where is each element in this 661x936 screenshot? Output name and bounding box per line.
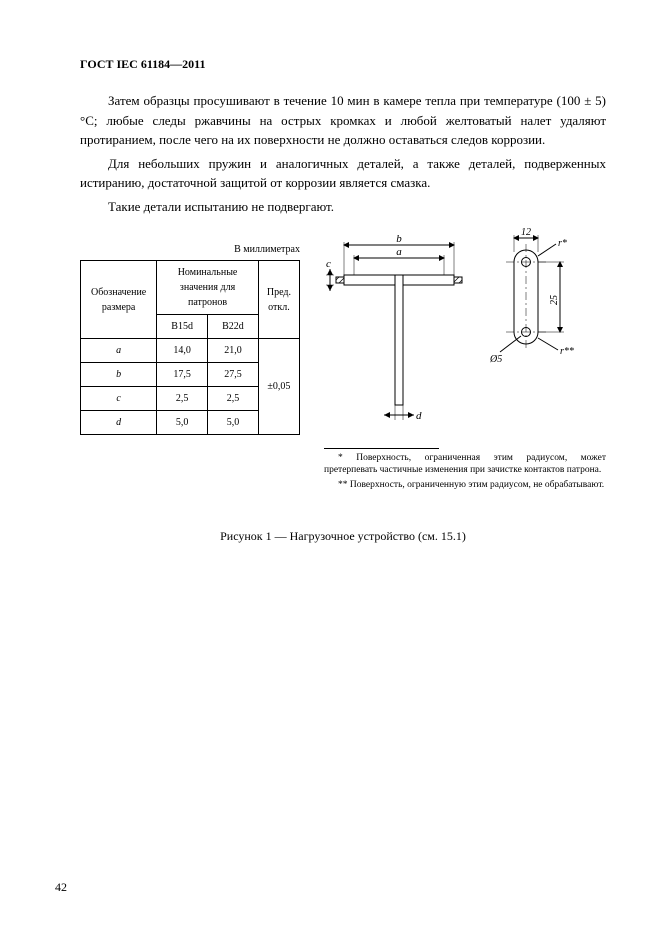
cell-value: 2,5 xyxy=(208,387,259,411)
dim-label-d: d xyxy=(416,410,422,422)
paragraph-1: Затем образцы просушивают в течение 10 м… xyxy=(80,91,606,150)
dim-label-c: c xyxy=(326,258,331,270)
th-b22d: B22d xyxy=(208,315,259,339)
figure-row: В миллиметрах Обозначение размера Номина… xyxy=(80,220,606,493)
cell-value: 5,0 xyxy=(157,411,208,435)
diagram-side-view: 12 25 Ø5 r* r** xyxy=(489,227,574,365)
cell-value: 5,0 xyxy=(208,411,259,435)
cell-label: b xyxy=(81,363,157,387)
th-tolerance: Пред. откл. xyxy=(258,261,299,339)
units-caption: В миллиметрах xyxy=(80,242,300,257)
dim-label-12: 12 xyxy=(521,227,531,238)
footnotes: * Поверхность, ограниченная этим радиусо… xyxy=(324,452,606,491)
table-column: В миллиметрах Обозначение размера Номина… xyxy=(80,220,300,435)
cell-tolerance: ±0,05 xyxy=(258,339,299,435)
table-row: a 14,0 21,0 ±0,05 xyxy=(81,339,300,363)
th-nominal: Номинальные значения для патронов xyxy=(157,261,259,315)
dim-label-phi5: Ø5 xyxy=(489,354,502,365)
paragraph-2: Для небольших пружин и аналогичных детал… xyxy=(80,154,606,193)
diagram-column: b a c xyxy=(324,220,606,493)
page-number: 42 xyxy=(55,878,67,896)
diagram-svg: b a c xyxy=(324,220,604,440)
dim-label-25: 25 xyxy=(549,295,560,305)
footnote-2: ** Поверхность, ограниченную этим радиус… xyxy=(324,479,606,491)
document-id: ГОСТ IEC 61184—2011 xyxy=(80,55,606,73)
dim-label-r2: r** xyxy=(560,346,574,357)
cell-label: a xyxy=(81,339,157,363)
cell-value: 27,5 xyxy=(208,363,259,387)
diagram-front-view: b a c xyxy=(326,233,462,422)
th-size: Обозначение размера xyxy=(81,261,157,339)
th-b15d: B15d xyxy=(157,315,208,339)
dim-label-a: a xyxy=(396,246,402,258)
page: ГОСТ IEC 61184—2011 Затем образцы просуш… xyxy=(0,0,661,936)
engineering-diagram: b a c xyxy=(324,220,606,440)
dimensions-table: Обозначение размера Номинальные значения… xyxy=(80,260,300,435)
figure-caption: Рисунок 1 — Нагрузочное устройство (см. … xyxy=(80,527,606,545)
cell-value: 21,0 xyxy=(208,339,259,363)
cell-value: 17,5 xyxy=(157,363,208,387)
cell-label: c xyxy=(81,387,157,411)
footnote-1: * Поверхность, ограниченная этим радиусо… xyxy=(324,452,606,477)
dim-label-b: b xyxy=(396,233,402,245)
footnote-rule xyxy=(324,448,439,449)
dim-label-r1: r* xyxy=(558,238,567,249)
cell-value: 14,0 xyxy=(157,339,208,363)
cell-value: 2,5 xyxy=(157,387,208,411)
paragraph-3: Такие детали испытанию не подвергают. xyxy=(80,197,606,217)
cell-label: d xyxy=(81,411,157,435)
